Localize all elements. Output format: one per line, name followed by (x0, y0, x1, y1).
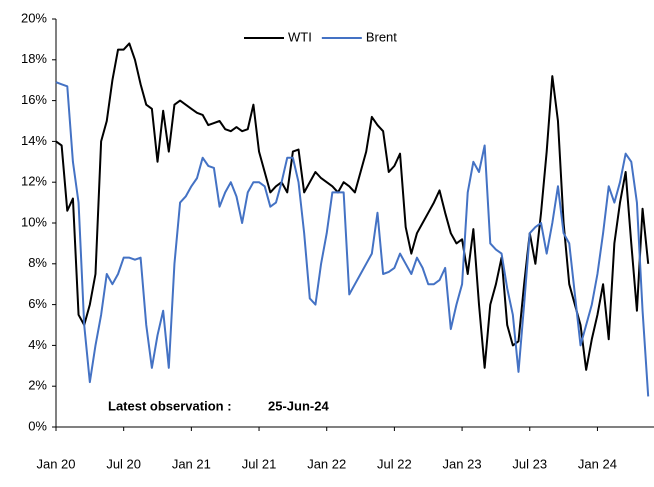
legend-label: WTI (288, 29, 312, 44)
annotation: 25-Jun-24 (268, 398, 329, 413)
y-tick-label: 6% (28, 296, 47, 311)
y-tick-label: 14% (21, 133, 47, 148)
x-tick-label: Jul 21 (242, 456, 277, 471)
annotation: Latest observation : (108, 398, 232, 413)
legend-label: Brent (366, 29, 397, 44)
x-tick-label: Jul 20 (106, 456, 141, 471)
y-tick-label: 8% (28, 255, 47, 270)
x-tick-label: Jul 23 (512, 456, 547, 471)
y-tick-label: 16% (21, 92, 47, 107)
x-tick-label: Jan 22 (307, 456, 346, 471)
y-tick-label: 18% (21, 51, 47, 66)
series-line (55, 81, 650, 397)
y-tick-label: 20% (21, 10, 47, 25)
x-tick-label: Jan 20 (36, 456, 75, 471)
y-tick-label: 2% (28, 378, 47, 393)
y-tick-label: 4% (28, 337, 47, 352)
y-tick-label: 0% (28, 418, 47, 433)
x-tick-label: Jan 21 (172, 456, 211, 471)
series-line (55, 42, 650, 371)
x-tick-label: Jul 22 (377, 456, 412, 471)
x-tick-label: Jan 24 (578, 456, 617, 471)
x-tick-label: Jan 23 (443, 456, 482, 471)
y-tick-label: 10% (21, 214, 47, 229)
y-tick-label: 12% (21, 174, 47, 189)
